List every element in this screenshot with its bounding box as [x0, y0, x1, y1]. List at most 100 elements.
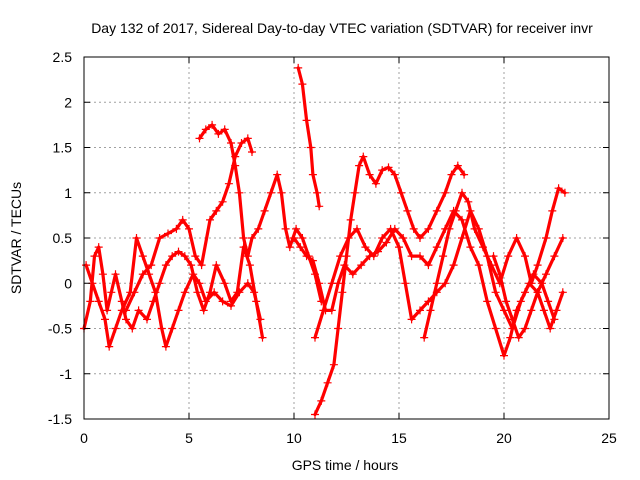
- data-point: [98, 270, 107, 279]
- data-point: [445, 224, 454, 233]
- data-point: [193, 288, 202, 297]
- data-point: [206, 215, 214, 224]
- data-point: [157, 324, 166, 333]
- x-axis-label: GPS time / hours: [292, 457, 399, 473]
- data-point: [527, 279, 536, 288]
- data-point: [243, 279, 252, 288]
- data-point: [220, 279, 229, 288]
- data-point: [311, 333, 319, 342]
- data-point: [201, 125, 210, 134]
- data-point: [495, 270, 504, 279]
- data-point: [180, 288, 189, 297]
- data-point: [243, 252, 252, 261]
- data-point: [458, 234, 466, 242]
- data-point: [178, 215, 187, 224]
- data-point: [302, 116, 311, 125]
- data-point: [464, 197, 473, 206]
- x-tick-label: 15: [391, 430, 407, 446]
- y-tick-label: -1.5: [48, 411, 72, 427]
- x-tick-label: 25: [601, 430, 617, 446]
- data-point: [180, 252, 189, 261]
- data-point: [458, 188, 466, 197]
- data-point: [458, 215, 466, 224]
- data-point: [470, 224, 479, 233]
- x-tick-label: 0: [80, 430, 88, 446]
- data-point: [560, 188, 569, 197]
- data-point: [395, 243, 403, 252]
- y-tick-label: 1.5: [53, 140, 73, 156]
- data-point: [344, 234, 353, 242]
- data-point: [371, 179, 380, 188]
- series-trace-3: [122, 134, 256, 315]
- data-point: [218, 297, 227, 306]
- data-point: [397, 188, 406, 197]
- y-tick-label: 2: [64, 94, 72, 110]
- data-point: [420, 333, 429, 342]
- data-point: [245, 261, 254, 270]
- data-point: [521, 252, 529, 261]
- data-point: [313, 188, 322, 197]
- data-point: [466, 243, 475, 252]
- data-point: [361, 243, 370, 252]
- data-point: [416, 252, 424, 261]
- data-point: [424, 224, 433, 233]
- data-point: [359, 152, 368, 161]
- data-point: [128, 324, 137, 333]
- data-point: [521, 324, 529, 333]
- data-point: [94, 243, 103, 252]
- tick-layer: 0 5 10 15 20 25 -1.5 -1 -0.5 0 0.5 1 1.5 2 2.5: [48, 49, 617, 446]
- data-point: [558, 234, 567, 242]
- data-point: [311, 410, 319, 419]
- data-point: [151, 288, 160, 297]
- data-point: [208, 120, 217, 129]
- data-point: [416, 234, 424, 242]
- data-point: [506, 333, 515, 342]
- data-point: [172, 224, 181, 233]
- data-point: [334, 324, 343, 333]
- data-point: [254, 224, 263, 233]
- data-point: [168, 324, 177, 333]
- data-point: [296, 243, 305, 252]
- data-point: [260, 206, 269, 215]
- data-point: [514, 333, 523, 342]
- data-point: [336, 252, 345, 261]
- data-point: [315, 279, 324, 288]
- data-point: [235, 188, 244, 197]
- data-point: [554, 184, 563, 193]
- data-point: [449, 261, 458, 270]
- data-point: [516, 297, 525, 306]
- data-point: [212, 206, 221, 215]
- data-point: [378, 234, 387, 242]
- data-point: [539, 306, 548, 315]
- data-point: [214, 129, 223, 138]
- data-point: [382, 238, 391, 247]
- y-axis-label: SDTVAR / TECUs: [8, 182, 24, 294]
- data-point: [101, 315, 109, 324]
- data-point: [130, 288, 139, 297]
- data-point: [558, 288, 567, 297]
- x-tick-label: 10: [286, 430, 302, 446]
- data-point: [248, 234, 256, 242]
- data-point: [132, 234, 141, 242]
- data-point: [508, 315, 517, 324]
- series-trace: [197, 123, 323, 303]
- data-point: [340, 261, 349, 270]
- data-point: [122, 315, 130, 324]
- data-point: [319, 306, 328, 315]
- data-point: [111, 324, 120, 333]
- data-point: [134, 306, 143, 315]
- data-point: [407, 315, 416, 324]
- data-point: [201, 297, 210, 306]
- data-point: [94, 297, 103, 306]
- data-point: [338, 288, 347, 297]
- data-point: [369, 252, 378, 261]
- data-point: [298, 234, 307, 242]
- data-point: [329, 360, 338, 369]
- data-point: [491, 324, 500, 333]
- data-point: [500, 306, 508, 315]
- data-point: [212, 261, 221, 270]
- data-point: [239, 234, 248, 242]
- data-point: [350, 188, 359, 197]
- data-point: [185, 224, 193, 233]
- data-point: [197, 261, 206, 270]
